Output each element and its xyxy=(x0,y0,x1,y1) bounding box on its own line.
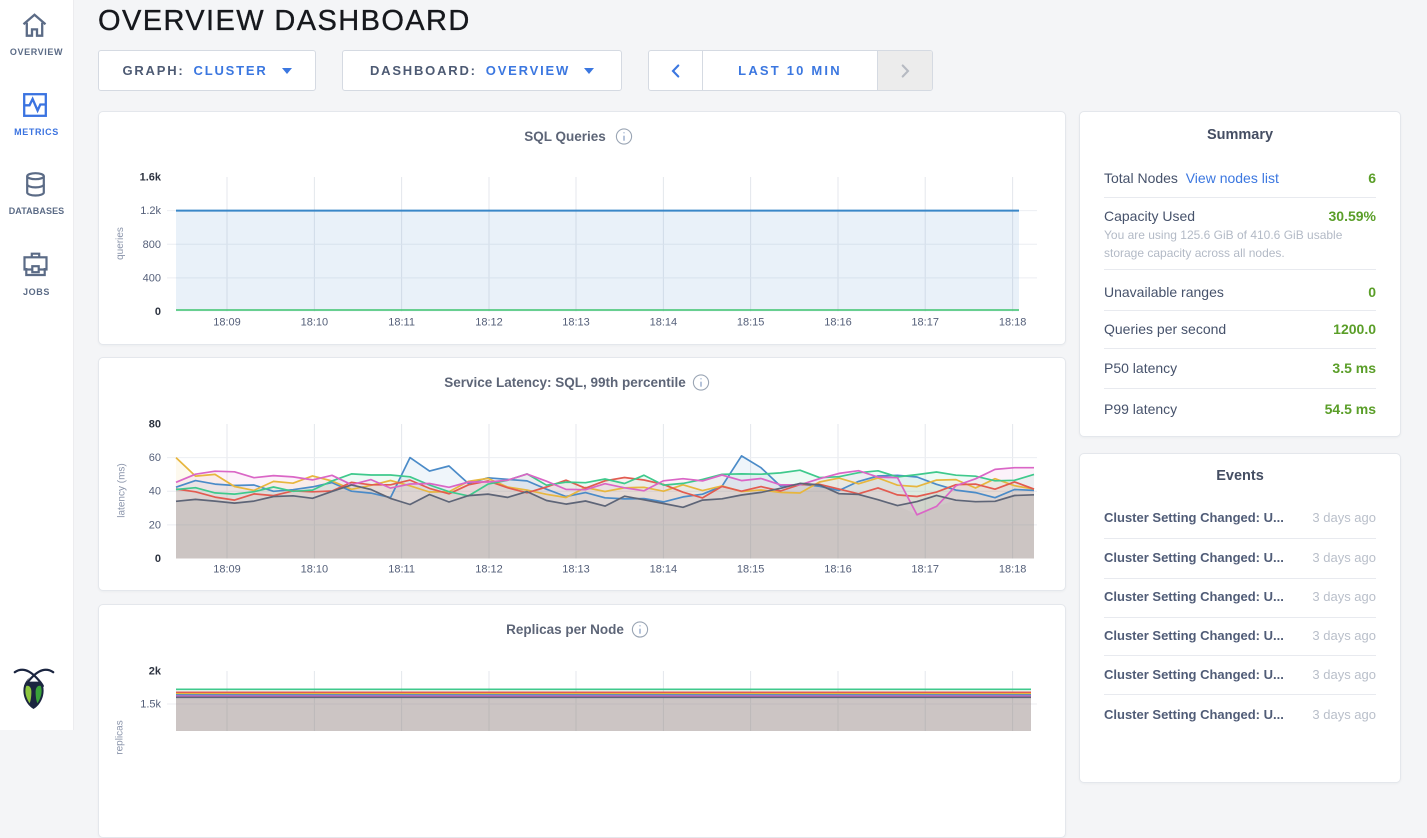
svg-text:60: 60 xyxy=(149,452,161,464)
svg-text:1.6k: 1.6k xyxy=(140,172,162,184)
svg-text:18:15: 18:15 xyxy=(737,317,765,329)
svg-text:18:16: 18:16 xyxy=(824,317,852,329)
svg-text:18:12: 18:12 xyxy=(475,564,503,576)
svg-text:800: 800 xyxy=(143,239,161,251)
svg-text:18:09: 18:09 xyxy=(213,317,241,329)
svg-text:400: 400 xyxy=(143,272,161,284)
svg-text:80: 80 xyxy=(149,419,161,431)
svg-text:18:17: 18:17 xyxy=(911,564,939,576)
svg-text:40: 40 xyxy=(149,486,161,498)
svg-text:18:10: 18:10 xyxy=(301,317,329,329)
svg-text:18:09: 18:09 xyxy=(213,564,241,576)
svg-text:18:10: 18:10 xyxy=(301,564,329,576)
svg-text:1.2k: 1.2k xyxy=(140,205,161,217)
svg-text:0: 0 xyxy=(155,306,161,318)
svg-text:18:13: 18:13 xyxy=(562,317,590,329)
svg-text:18:14: 18:14 xyxy=(650,317,678,329)
svg-text:0: 0 xyxy=(155,553,161,565)
svg-text:18:13: 18:13 xyxy=(562,564,590,576)
svg-text:2k: 2k xyxy=(149,666,162,678)
svg-text:18:16: 18:16 xyxy=(824,564,852,576)
svg-text:18:12: 18:12 xyxy=(475,317,503,329)
svg-text:18:11: 18:11 xyxy=(388,564,415,576)
svg-text:18:11: 18:11 xyxy=(388,317,415,329)
svg-text:18:18: 18:18 xyxy=(999,317,1027,329)
svg-text:20: 20 xyxy=(149,519,161,531)
svg-text:18:18: 18:18 xyxy=(999,564,1027,576)
svg-text:1.5k: 1.5k xyxy=(140,699,161,711)
svg-text:18:14: 18:14 xyxy=(650,564,678,576)
svg-text:18:15: 18:15 xyxy=(737,564,765,576)
svg-text:18:17: 18:17 xyxy=(911,317,939,329)
